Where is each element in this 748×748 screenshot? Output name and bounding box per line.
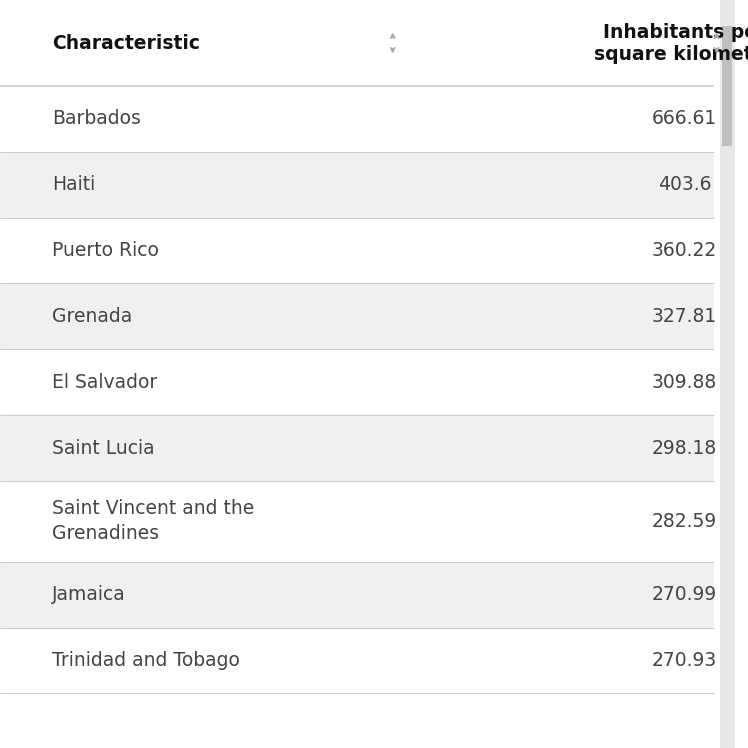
Text: Barbados: Barbados <box>52 109 141 129</box>
Bar <box>0 562 714 628</box>
Bar <box>0 218 714 283</box>
Bar <box>720 0 735 748</box>
Bar <box>0 0 714 86</box>
Text: 270.99: 270.99 <box>652 585 717 604</box>
Text: El Salvador: El Salvador <box>52 373 158 392</box>
Text: Characteristic: Characteristic <box>52 34 200 52</box>
Bar <box>0 628 714 693</box>
Bar <box>0 283 714 349</box>
Text: Trinidad and Tobago: Trinidad and Tobago <box>52 651 240 670</box>
Text: Jamaica: Jamaica <box>52 585 126 604</box>
Text: 309.88: 309.88 <box>652 373 717 392</box>
Bar <box>0 349 714 415</box>
Text: 360.22: 360.22 <box>652 241 717 260</box>
Text: 327.81: 327.81 <box>652 307 717 326</box>
Text: Saint Lucia: Saint Lucia <box>52 438 155 458</box>
Text: 666.61: 666.61 <box>652 109 717 129</box>
Text: 403.6: 403.6 <box>657 175 711 194</box>
Bar <box>0 415 714 481</box>
Text: Inhabitants per
square kilometer: Inhabitants per square kilometer <box>594 22 748 64</box>
Text: Grenada: Grenada <box>52 307 132 326</box>
Text: Haiti: Haiti <box>52 175 96 194</box>
Text: Saint Vincent and the
Grenadines: Saint Vincent and the Grenadines <box>52 500 254 543</box>
Bar <box>0 152 714 218</box>
Text: 270.93: 270.93 <box>652 651 717 670</box>
Text: Puerto Rico: Puerto Rico <box>52 241 159 260</box>
Bar <box>0 86 714 152</box>
Text: 298.18: 298.18 <box>652 438 717 458</box>
Text: 282.59: 282.59 <box>652 512 717 531</box>
Bar <box>722 26 732 146</box>
Bar <box>0 481 714 562</box>
